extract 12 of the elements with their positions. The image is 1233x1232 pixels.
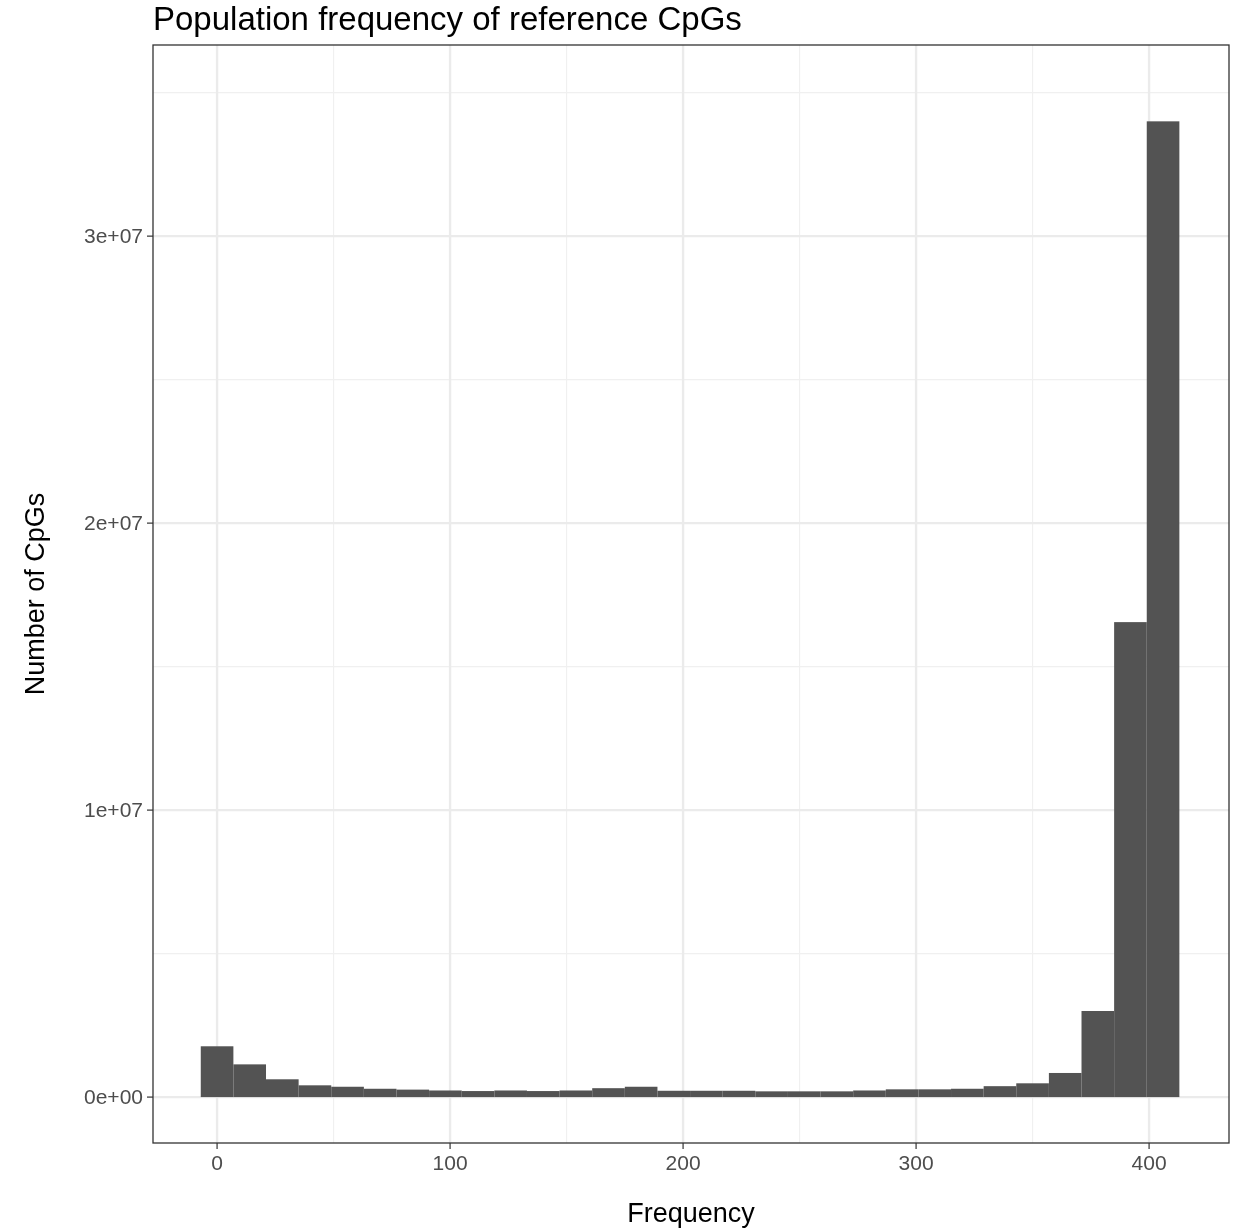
x-tick-label: 100 [432, 1151, 468, 1174]
x-tick-label: 200 [665, 1151, 701, 1174]
chart-title: Population frequency of reference CpGs [153, 0, 742, 37]
y-axis-title: Number of CpGs [20, 492, 50, 696]
y-tick-label: 1e+07 [84, 798, 143, 822]
y-tick-label: 3e+07 [84, 224, 143, 248]
y-tick-label: 0e+00 [84, 1085, 143, 1109]
y-tick-label: 2e+07 [84, 511, 143, 535]
x-tick-label: 300 [898, 1151, 934, 1174]
x-tick-label: 400 [1131, 1151, 1167, 1174]
x-axis-title: Frequency [627, 1198, 756, 1228]
x-tick-label: 0 [211, 1151, 223, 1174]
